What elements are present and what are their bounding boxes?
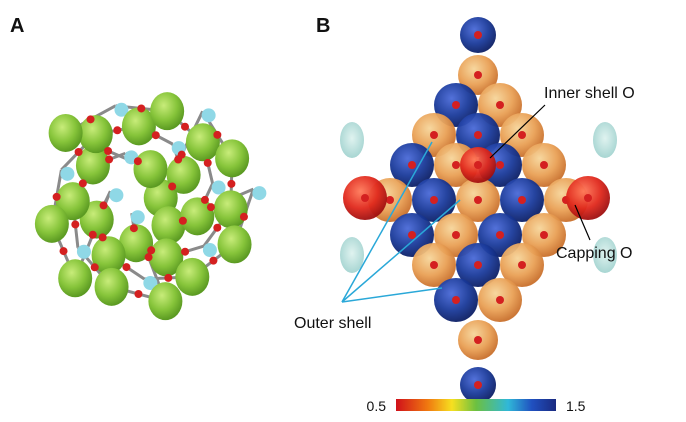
metal-atom bbox=[109, 188, 123, 202]
oxygen bbox=[496, 101, 504, 109]
oxygen bbox=[474, 261, 482, 269]
oxygen bbox=[474, 381, 482, 389]
oxygen bbox=[430, 131, 438, 139]
green-lobe bbox=[151, 206, 185, 244]
green-lobe bbox=[58, 259, 92, 297]
oxygen bbox=[474, 196, 482, 204]
oxygen bbox=[540, 231, 548, 239]
oxygen bbox=[134, 157, 142, 165]
oxygen bbox=[240, 213, 248, 221]
oxygen bbox=[71, 220, 79, 228]
oxygen bbox=[105, 155, 113, 163]
oxygen bbox=[452, 101, 460, 109]
oxygen bbox=[474, 31, 482, 39]
pale-lobe bbox=[340, 122, 364, 158]
green-lobe bbox=[150, 92, 184, 130]
oxygen bbox=[209, 257, 217, 265]
metal-atom bbox=[252, 186, 266, 200]
oxygen bbox=[75, 148, 83, 156]
panel-label: B bbox=[316, 15, 330, 37]
oxygen bbox=[137, 104, 145, 112]
oxygen bbox=[130, 224, 138, 232]
metal-atom bbox=[60, 167, 74, 181]
metal-atom bbox=[202, 108, 216, 122]
oxygen bbox=[584, 194, 592, 202]
oxygen bbox=[227, 180, 235, 188]
oxygen bbox=[104, 147, 112, 155]
oxygen bbox=[179, 217, 187, 225]
oxygen bbox=[134, 290, 142, 298]
oxygen bbox=[168, 182, 176, 190]
oxygen bbox=[540, 161, 548, 169]
oxygen bbox=[213, 224, 221, 232]
green-lobe bbox=[95, 268, 129, 306]
oxygen bbox=[99, 233, 107, 241]
oxygen bbox=[518, 196, 526, 204]
oxygen bbox=[181, 248, 189, 256]
panel-label: A bbox=[10, 15, 24, 37]
cluster-a bbox=[35, 92, 266, 320]
oxygen bbox=[79, 179, 87, 187]
green-lobe bbox=[215, 139, 249, 177]
colorbar bbox=[396, 399, 556, 411]
oxygen bbox=[204, 159, 212, 167]
green-lobe bbox=[133, 150, 167, 188]
oxygen bbox=[100, 201, 108, 209]
oxygen bbox=[408, 231, 416, 239]
oxygen bbox=[496, 231, 504, 239]
oxygen bbox=[474, 131, 482, 139]
pale-lobe bbox=[340, 237, 364, 273]
oxygen bbox=[408, 161, 416, 169]
green-lobe bbox=[148, 282, 182, 320]
annotation: Capping O bbox=[556, 245, 633, 262]
oxygen bbox=[361, 194, 369, 202]
oxygen bbox=[178, 151, 186, 159]
oxygen bbox=[164, 274, 172, 282]
oxygen bbox=[181, 123, 189, 131]
oxygen bbox=[122, 263, 130, 271]
annotation: Outer shell bbox=[294, 315, 371, 332]
green-lobe bbox=[175, 258, 209, 296]
oxygen bbox=[518, 131, 526, 139]
pale-lobe bbox=[593, 122, 617, 158]
oxygen bbox=[91, 263, 99, 271]
green-lobe bbox=[186, 123, 220, 161]
oxygen bbox=[496, 296, 504, 304]
colorbar-max: 1.5 bbox=[566, 398, 586, 414]
oxygen bbox=[452, 296, 460, 304]
oxygen bbox=[386, 196, 394, 204]
oxygen bbox=[113, 126, 121, 134]
oxygen bbox=[430, 261, 438, 269]
oxygen bbox=[145, 253, 153, 261]
oxygen bbox=[518, 261, 526, 269]
oxygen bbox=[147, 246, 155, 254]
cluster-b bbox=[340, 17, 617, 403]
green-lobe bbox=[214, 190, 248, 228]
oxygen bbox=[87, 115, 95, 123]
oxygen bbox=[474, 71, 482, 79]
green-lobe bbox=[49, 114, 83, 152]
oxygen bbox=[201, 196, 209, 204]
oxygen bbox=[474, 336, 482, 344]
oxygen bbox=[53, 193, 61, 201]
oxygen bbox=[474, 161, 482, 169]
oxygen bbox=[207, 203, 215, 211]
oxygen bbox=[452, 231, 460, 239]
oxygen bbox=[430, 196, 438, 204]
figure: A B Inner shell O Capping O Outer shell … bbox=[0, 0, 686, 417]
oxygen bbox=[452, 161, 460, 169]
annotation: Inner shell O bbox=[544, 85, 635, 102]
green-lobe bbox=[35, 205, 69, 243]
oxygen bbox=[213, 131, 221, 139]
metal-atom bbox=[131, 210, 145, 224]
green-lobe bbox=[180, 197, 214, 235]
oxygen bbox=[152, 131, 160, 139]
metal-atom bbox=[203, 243, 217, 257]
green-lobe bbox=[218, 225, 252, 263]
oxygen bbox=[496, 161, 504, 169]
metal-atom bbox=[77, 245, 91, 259]
oxygen bbox=[89, 231, 97, 239]
colorbar-min: 0.5 bbox=[367, 398, 387, 414]
oxygen bbox=[60, 247, 68, 255]
